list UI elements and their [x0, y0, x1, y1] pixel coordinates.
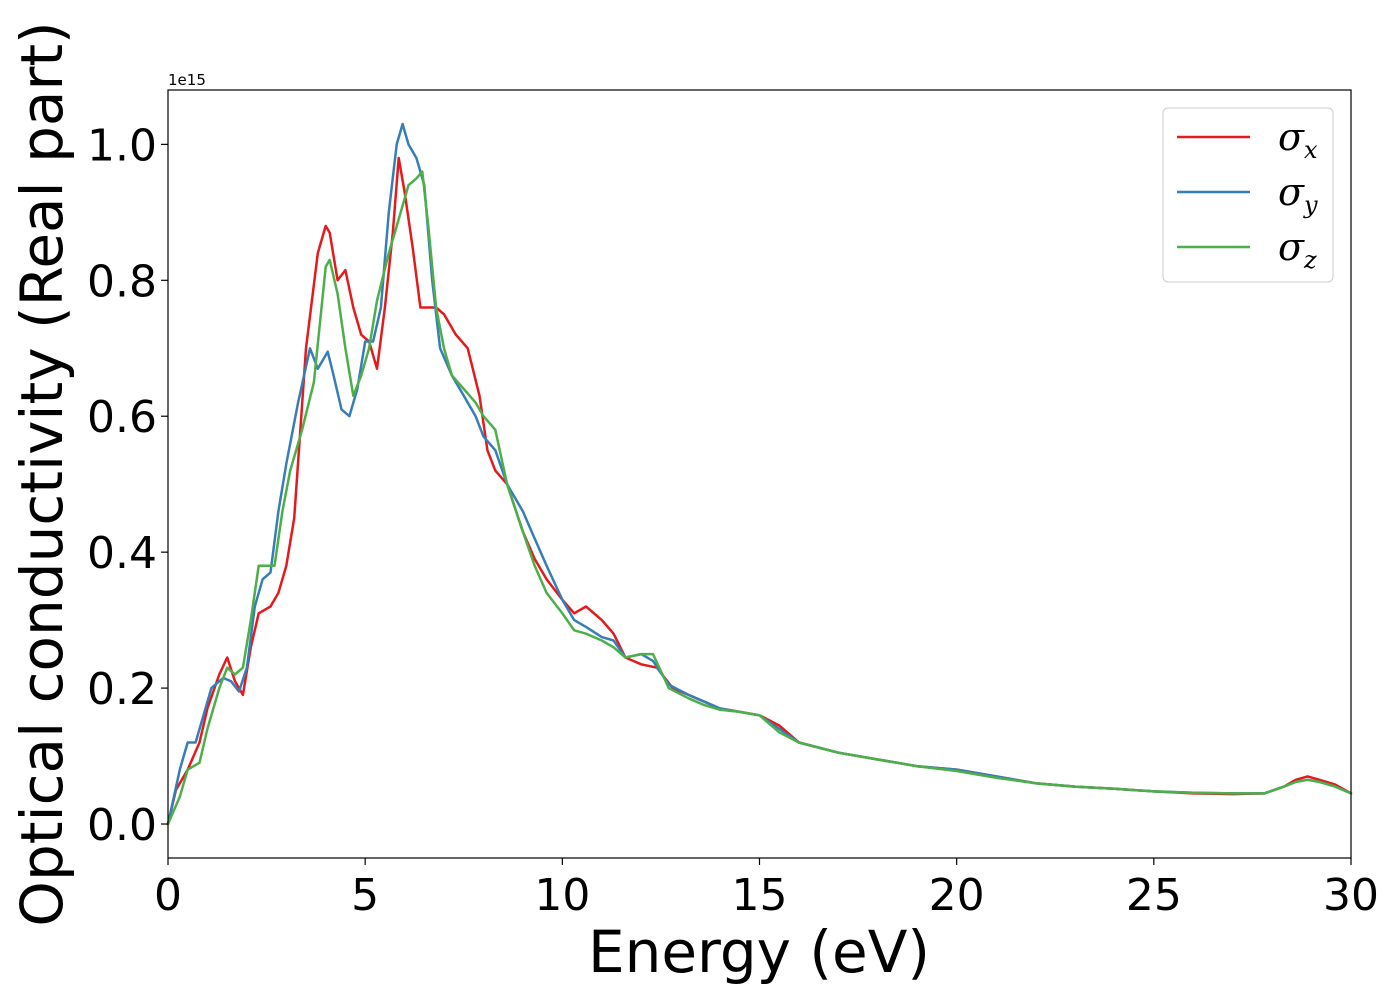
legend-box: [1162, 107, 1334, 283]
x-tick-label: 0: [154, 870, 182, 921]
y-axis-ticks: 0.0 0.2 0.4 0.6 0.8 1.0: [87, 120, 168, 851]
y-tick-label: 0.4: [87, 528, 157, 579]
series-line-z: [166, 170, 1353, 826]
series-layer: [166, 122, 1353, 826]
x-axis-ticks: 0 5 10 15 20 25 30: [154, 858, 1379, 921]
y-tick-label: 0.2: [87, 664, 157, 715]
y-axis-title: Optical conductivity (Real part): [8, 21, 76, 926]
legend-symbol: σ: [1278, 225, 1305, 269]
x-tick-label: 15: [732, 870, 788, 921]
y-offset-text: 1e15: [168, 71, 206, 89]
legend-subscript: z: [1303, 246, 1317, 274]
y-tick-label: 1.0: [87, 120, 157, 171]
x-tick-label: 5: [351, 870, 379, 921]
legend-symbol: σ: [1278, 115, 1305, 159]
x-tick-label: 30: [1323, 870, 1379, 921]
legend-subscript: x: [1304, 136, 1318, 164]
x-tick-label: 10: [534, 870, 590, 921]
y-tick-label: 0.0: [87, 800, 157, 851]
legend-symbol: σ: [1278, 170, 1305, 214]
y-tick-label: 0.8: [87, 256, 157, 307]
x-axis-title: Energy (eV): [588, 918, 930, 986]
legend-label-y: σy: [1278, 170, 1318, 219]
y-tick-label: 0.6: [87, 392, 157, 443]
legend-label-x: σx: [1278, 115, 1318, 164]
x-tick-label: 25: [1126, 870, 1182, 921]
x-tick-label: 20: [929, 870, 985, 921]
legend-subscript: y: [1303, 191, 1318, 219]
legend-label-z: σz: [1278, 225, 1317, 274]
